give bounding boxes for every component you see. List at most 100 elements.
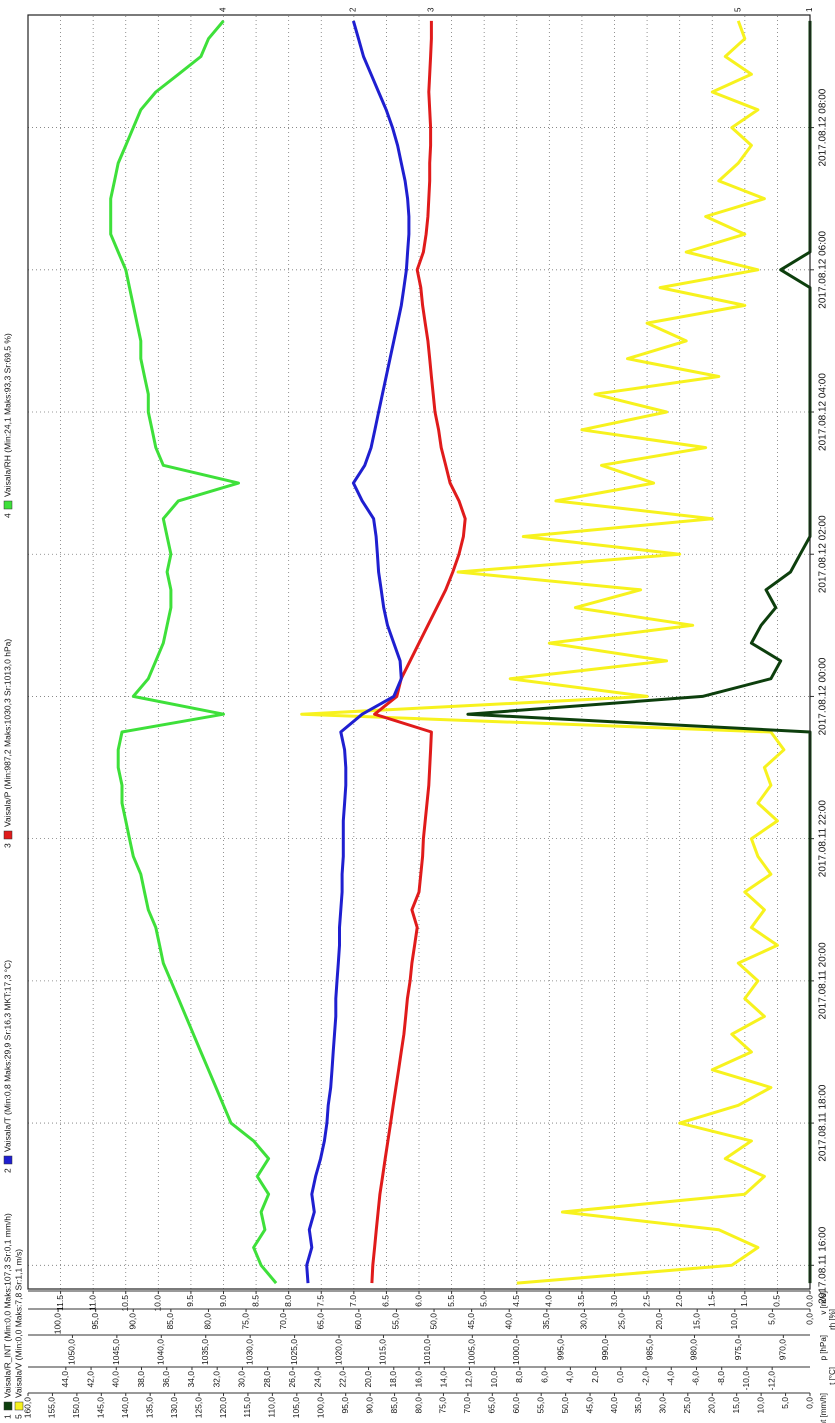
legend-swatch xyxy=(3,1155,13,1165)
y-tick-label: 150,0 xyxy=(71,1397,81,1419)
y-tick-label: 34,0 xyxy=(186,1371,196,1388)
axis-title: v [m/s] xyxy=(819,1291,828,1315)
y-tick-label: 5.5 xyxy=(446,1295,456,1307)
y-tick-label: 0.5 xyxy=(772,1295,782,1307)
y-tick-label: 11.5 xyxy=(55,1295,65,1311)
y-tick-label: 70,0 xyxy=(278,1313,288,1330)
y-tick-label: 1020,0 xyxy=(333,1339,343,1365)
y-tick-label: 8,0 xyxy=(514,1371,524,1383)
x-tick-label: 2017.08.11 20:00 xyxy=(818,942,829,1020)
y-tick-label: 4.5 xyxy=(511,1295,521,1307)
plot-frame xyxy=(27,14,811,1290)
x-tick-label: 2017.08.11 18:00 xyxy=(818,1084,829,1162)
y-tick-label: 60,0 xyxy=(353,1313,363,1330)
y-tick-label: 1030,0 xyxy=(244,1339,254,1365)
y-tick-label: 75,0 xyxy=(240,1313,250,1330)
y-tick-label: 65,0 xyxy=(487,1397,497,1414)
legend-swatch xyxy=(14,1401,24,1411)
y-tick-label: 9.5 xyxy=(185,1295,195,1307)
y-tick-label: 0,0 xyxy=(804,1397,814,1409)
y-tick-label: 40,0 xyxy=(111,1371,121,1388)
series-end-label: 4 xyxy=(219,7,228,12)
y-tick-label: 995,0 xyxy=(555,1339,565,1361)
y-tick-label: 40,0 xyxy=(609,1397,619,1414)
y-tick-label: 155,0 xyxy=(47,1397,57,1419)
y-tick-label: 16,0 xyxy=(413,1371,423,1388)
y-tick-label: 105,0 xyxy=(291,1397,301,1419)
y-tick-label: 90,0 xyxy=(364,1397,374,1414)
y-tick-label: 55,0 xyxy=(535,1397,545,1414)
y-tick-label: 1050,0 xyxy=(67,1339,77,1365)
y-tick-label: 18,0 xyxy=(388,1371,398,1388)
y-tick-label: 10,0 xyxy=(729,1313,739,1330)
y-tick-label: 110,0 xyxy=(267,1397,277,1418)
y-tick-label: 0.0 xyxy=(804,1295,814,1307)
y-tick-label: 30,0 xyxy=(579,1313,589,1330)
y-tick-label: 8.0 xyxy=(283,1295,293,1307)
legend-label: Vaisala/P (Min:987,2 Maks:1030,3 Sr:1013… xyxy=(2,639,12,827)
y-tick-label: 1005,0 xyxy=(467,1339,477,1365)
y-tick-label: 15,0 xyxy=(691,1313,701,1330)
axis-title: int [mm/h] xyxy=(819,1393,828,1423)
y-tick-label: 6.5 xyxy=(381,1295,391,1307)
y-tick-label: 50,0 xyxy=(428,1313,438,1330)
y-tick-label: 5.0 xyxy=(478,1295,488,1307)
legend-swatch xyxy=(3,830,13,840)
y-tick-label: 125,0 xyxy=(193,1397,203,1419)
y-tick-label: 980,0 xyxy=(689,1339,699,1361)
y-tick-label: 50,0 xyxy=(560,1397,570,1414)
y-tick-label: 1015,0 xyxy=(378,1339,388,1365)
y-tick-label: 90,0 xyxy=(128,1313,138,1330)
y-tick-label: 95,0 xyxy=(90,1313,100,1330)
y-tick-label: 14,0 xyxy=(438,1371,448,1388)
y-tick-label: 2.0 xyxy=(674,1295,684,1307)
series-line xyxy=(370,20,467,1284)
y-tick-label: 42,0 xyxy=(85,1371,95,1388)
y-tick-label: 135,0 xyxy=(144,1397,154,1419)
y-tick-label: 2,0 xyxy=(590,1371,600,1383)
legend-label: Vaisala/RH (Min:24,1 Maks:93,3 Sr:69,5 %… xyxy=(2,333,12,497)
y-tick-label: 45,0 xyxy=(466,1313,476,1330)
y-tick-label: -4,0 xyxy=(666,1371,676,1386)
y-tick-label: 10,0 xyxy=(755,1397,765,1414)
y-tick-label: 6,0 xyxy=(539,1371,549,1383)
y-tick-label: 4,0 xyxy=(565,1371,575,1383)
y-tick-label: 1.0 xyxy=(739,1295,749,1307)
y-tick-label: 1040,0 xyxy=(156,1339,166,1365)
y-tick-label: 38,0 xyxy=(136,1371,146,1388)
y-tick-label: 75,0 xyxy=(438,1397,448,1414)
y-tick-label: 85,0 xyxy=(165,1313,175,1330)
y-tick-label: 130,0 xyxy=(169,1397,179,1419)
x-tick-label: 2017.08.11 22:00 xyxy=(818,800,829,878)
x-tick-label: 2017.08.12 00:00 xyxy=(818,657,829,735)
legend-label: Vaisala/T (Min:0,8 Maks:29,9 Sr:16,3 MKT… xyxy=(2,960,12,1152)
legend-label: Vaisala/R_INT (Min:0,0 Maks:107,3 Sr:0,1… xyxy=(2,1213,12,1398)
y-tick-label: 4.0 xyxy=(544,1295,554,1307)
y-tick-label: 6.0 xyxy=(413,1295,423,1307)
y-tick-label: 0,0 xyxy=(615,1371,625,1383)
x-tick-label: 2017.08.12 02:00 xyxy=(818,515,829,593)
y-tick-label: 100,0 xyxy=(316,1397,326,1419)
y-tick-label: 20,0 xyxy=(654,1313,664,1330)
y-tick-label: 5,0 xyxy=(767,1313,777,1325)
legend-key: 1 xyxy=(2,1414,12,1419)
y-tick-label: 32,0 xyxy=(211,1371,221,1388)
series-end-label: 3 xyxy=(427,7,436,12)
y-tick-label: 70,0 xyxy=(462,1397,472,1414)
legend-key: 5 xyxy=(13,1414,23,1419)
y-tick-label: 9.0 xyxy=(218,1295,228,1307)
y-tick-label: 120,0 xyxy=(218,1397,228,1419)
legend-key: 4 xyxy=(2,513,12,518)
legend-swatch xyxy=(3,1401,13,1411)
y-tick-label: 60,0 xyxy=(511,1397,521,1414)
y-tick-label: 95,0 xyxy=(340,1397,350,1414)
y-tick-label: 970,0 xyxy=(778,1339,788,1361)
x-tick-label: 2017.08.12 08:00 xyxy=(818,88,829,166)
y-tick-label: 24,0 xyxy=(312,1371,322,1388)
y-tick-label: 26,0 xyxy=(287,1371,297,1388)
y-tick-label: 145,0 xyxy=(96,1397,106,1419)
y-tick-label: -10,0 xyxy=(741,1371,751,1391)
y-tick-label: 100,0 xyxy=(52,1313,62,1335)
